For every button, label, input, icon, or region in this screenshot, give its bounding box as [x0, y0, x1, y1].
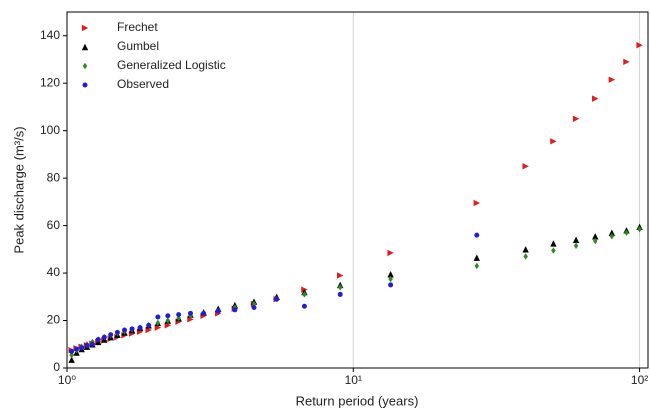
y-tick-label: 60 [47, 218, 61, 232]
data-point [572, 236, 580, 244]
legend-marker [81, 24, 89, 32]
y-tick-label: 140 [40, 28, 60, 42]
data-point [522, 163, 529, 170]
data-point [387, 249, 394, 257]
legend-label: Gumbel [117, 39, 159, 53]
data-point [155, 319, 161, 327]
data-point [523, 253, 528, 260]
y-tick-label: 0 [53, 360, 60, 374]
data-point [165, 317, 171, 324]
data-point [550, 138, 557, 145]
data-point [301, 303, 307, 309]
data-point [623, 58, 630, 66]
data-point [473, 254, 480, 261]
data-point [68, 356, 75, 363]
data-point [302, 291, 307, 298]
data-point [101, 334, 107, 340]
data-point [388, 275, 393, 283]
data-point [593, 237, 598, 245]
y-axis-label: Peak discharge (m³/s) [11, 126, 26, 253]
data-point [522, 246, 529, 253]
data-point [573, 242, 579, 249]
data-point [473, 199, 480, 207]
legend-marker [82, 62, 88, 70]
plot-frame [66, 11, 649, 369]
data-point [388, 282, 394, 288]
data-point [201, 310, 207, 316]
legend-label: Generalized Logistic [117, 58, 226, 72]
data-point [122, 327, 128, 333]
data-point [609, 233, 615, 240]
data-point [336, 272, 344, 279]
data-point [74, 346, 80, 352]
data-point [572, 115, 580, 122]
legend-label: Observed [117, 77, 169, 91]
data-point [624, 229, 629, 236]
data-point [108, 332, 114, 338]
data-point [387, 271, 394, 278]
y-tick-label: 80 [47, 170, 61, 184]
data-point [165, 313, 171, 319]
data-point [114, 329, 120, 335]
x-tick-label: 10² [631, 373, 648, 387]
x-tick-label: 10¹ [345, 373, 362, 387]
data-point [137, 325, 143, 331]
data-point [232, 307, 238, 313]
data-point [274, 296, 280, 302]
legend-marker [81, 43, 89, 51]
data-point [550, 240, 557, 247]
data-point [337, 284, 343, 291]
y-tick-label: 40 [47, 265, 61, 279]
x-axis-label: Return period (years) [296, 393, 419, 408]
data-point [592, 233, 599, 240]
data-point [636, 42, 643, 49]
data-point [251, 304, 257, 310]
legend-marker [82, 82, 88, 88]
data-point [69, 348, 75, 354]
data-point [89, 341, 95, 347]
data-point [155, 314, 161, 320]
data-point [84, 342, 90, 348]
data-point [79, 345, 85, 351]
data-point [176, 312, 182, 318]
legend-label: Frechet [117, 20, 158, 34]
data-point [129, 326, 135, 332]
data-point [551, 247, 556, 254]
y-tick-label: 120 [40, 75, 60, 89]
data-point [215, 308, 221, 314]
data-point [608, 229, 616, 236]
y-tick-label: 100 [40, 123, 60, 137]
data-point [187, 310, 193, 316]
data-point [592, 95, 599, 102]
data-point [474, 262, 480, 270]
y-tick-label: 20 [47, 313, 61, 327]
x-tick-label: 10⁰ [58, 373, 76, 387]
data-point [608, 76, 616, 83]
data-point [146, 322, 152, 328]
data-point [637, 225, 642, 233]
data-point [474, 232, 480, 238]
data-point [337, 291, 343, 297]
data-point [95, 337, 101, 343]
